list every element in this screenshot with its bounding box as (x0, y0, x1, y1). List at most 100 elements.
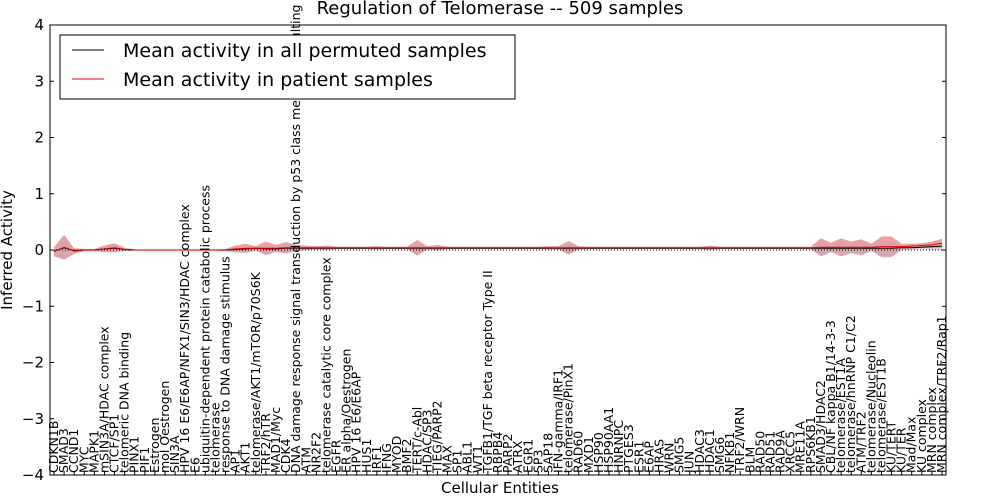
patient-variability-band (54, 234, 942, 260)
category-label: SMAD3/HDAC2 (813, 380, 828, 473)
category-label: MAD1/Myc (268, 407, 283, 473)
category-label: E6 (187, 457, 202, 473)
category-label: WRN (662, 443, 677, 473)
x-axis-label: Cellular Entities (441, 479, 559, 497)
category-label: MRN complex/TRF2/Rap1 (934, 315, 949, 473)
category-label: MRN complex (924, 387, 939, 473)
category-label: SMAD3 (56, 428, 71, 473)
category-label: telomerase/EST1B (874, 358, 889, 473)
category-label: RAD51 (763, 431, 778, 473)
category-label: PIF1 (137, 447, 152, 473)
category-label: XRCC5 (783, 431, 798, 473)
legend-label-permuted: Mean activity in all permuted samples (123, 40, 486, 62)
category-label: CCND1 (66, 429, 81, 473)
category-label: IFN-gamma/IRF1 (551, 369, 566, 473)
category-label: IFNG (379, 443, 394, 473)
category-label: BMF2 (399, 438, 414, 473)
category-label: MAX (440, 445, 455, 473)
category-label: KU/TERT (884, 420, 899, 473)
category-label: JUN (682, 451, 697, 474)
category-label: TRF2/hTR (258, 413, 273, 474)
category-label: KU complex (914, 399, 929, 473)
category-label: telomeric DNA binding (117, 332, 132, 473)
category-label: MYC (76, 446, 91, 473)
category-label: telomerase/EST1A (833, 358, 848, 473)
y-tick-label: 1 (34, 185, 44, 203)
category-label: EGR1 (520, 439, 535, 473)
y-tick-label: 2 (34, 129, 44, 147)
category-label: telomerase/hnRNP C1/C2 (843, 315, 858, 473)
category-label: HNRNPC (611, 420, 626, 473)
category-label: ubiquitin-dependent protein catabolic pr… (197, 185, 212, 473)
category-label: NR2F2 (308, 432, 323, 473)
category-label: HSP90 (591, 432, 606, 473)
category-label: HUS1 (359, 439, 374, 473)
category-label: WT1 (470, 445, 485, 473)
category-label: RAD50 (752, 431, 767, 473)
plot-area (50, 234, 946, 260)
category-label: RBPB4 (490, 432, 505, 473)
category-label: EGFR (329, 439, 344, 473)
category-label: SMG5 (672, 437, 687, 473)
category-label: HSP90AA1 (601, 407, 616, 473)
category-label: MAPK1 (86, 430, 101, 473)
category-label: MRE11A (793, 421, 808, 473)
category-label: telomerase catalytic core complex (319, 257, 334, 473)
category-label: CTCF/SP1 (107, 414, 122, 473)
category-label: IRF1 (369, 445, 384, 473)
legend: Mean activity in all permuted samples Me… (59, 34, 516, 100)
category-label: SP3 (530, 450, 545, 473)
category-label: CBL/NF kappa B1/14-3-3 (823, 320, 838, 473)
legend-label-patient: Mean activity in patient samples (123, 69, 433, 91)
y-tick-label: −4 (22, 466, 44, 484)
category-label: TGFB1/TGF beta receptor Type II (480, 270, 495, 474)
legend-box (59, 34, 516, 100)
category-label: mSIN3A/HDAC complex (97, 326, 112, 473)
category-label: MXD1 (581, 436, 596, 473)
category-label: BLM (742, 447, 757, 473)
series-line-patient (53, 242, 943, 253)
category-label: HDAC/SP3 (419, 409, 434, 473)
category-label: telomerase/PinX1 (561, 363, 576, 473)
category-label: telomerase/Nucleolin (863, 340, 878, 473)
category-label: TRF2/WRN (732, 407, 747, 474)
category-label: CDK4 (278, 438, 293, 473)
category-label: MYOD (389, 436, 404, 473)
category-label: HRAS (652, 439, 667, 473)
category-label: SP1 (450, 450, 465, 473)
chart-title: Regulation of Telomerase -- 509 samples (317, 0, 684, 19)
category-label: RAD60 (571, 431, 586, 473)
category-label: AKT1 (238, 442, 253, 473)
y-tick-label: −1 (22, 297, 44, 315)
category-label: ABL1 (460, 441, 475, 473)
category-label: Mad/Max (904, 417, 919, 473)
category-label: RPS6KB1 (803, 416, 818, 473)
y-tick-label: 3 (34, 72, 44, 90)
category-label: KU/TER (894, 427, 909, 473)
plot-frame (49, 24, 947, 476)
category-label: NFKB1 (722, 432, 737, 473)
category-label: response to DNA damage stimulus (218, 256, 233, 473)
category-label: TIEG/PARP2 (430, 400, 445, 474)
category-label: E6AP (641, 441, 656, 473)
category-label: ATRX (510, 440, 525, 473)
y-tick-label: −2 (22, 354, 44, 372)
category-label: RAD9A (773, 430, 788, 473)
category-label: mol Oestrogen (157, 381, 172, 473)
category-label: HPV 16 E6/E6AP (349, 371, 364, 473)
category-label: PINX1 (127, 436, 142, 473)
category-label: ESR1 (631, 441, 646, 473)
category-label: HDAC3 (692, 429, 707, 473)
category-label: SAP18 (541, 433, 556, 473)
category-label: SIN3A (167, 435, 182, 473)
category-label: telomerase/AKT1/mTOR/p70S6K (248, 271, 263, 473)
category-label: HPV 16 E6/E6AP/NFX1/SIN3/HDAC complex (177, 204, 192, 473)
y-ticks: −4 −3 −2 −1 0 1 2 3 4 (22, 16, 946, 484)
category-label: AP1 (228, 449, 243, 473)
y-tick-label: 4 (34, 16, 44, 34)
category-label: DNA damage response signal transduction … (288, 0, 303, 473)
category-label: SMG6 (712, 437, 727, 473)
y-axis-label: Inferred Activity (0, 190, 16, 310)
